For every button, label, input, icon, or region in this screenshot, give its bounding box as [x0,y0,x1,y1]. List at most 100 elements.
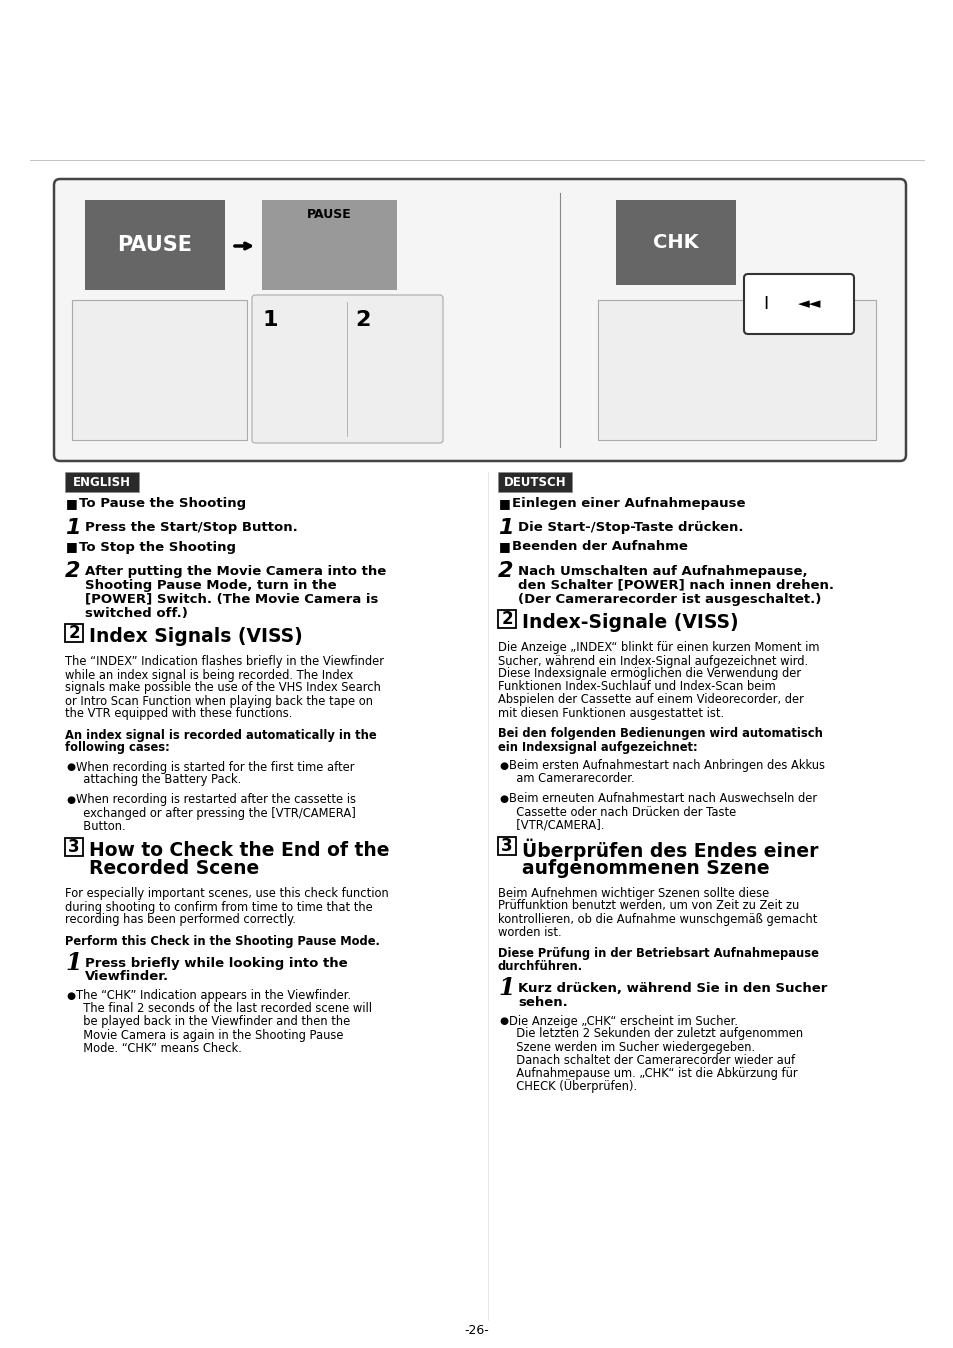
Text: DEUTSCH: DEUTSCH [503,476,566,488]
Text: sehen.: sehen. [517,996,567,1008]
Text: The “CHK” Indication appears in the Viewfinder.: The “CHK” Indication appears in the View… [76,989,351,1003]
Text: Aufnahmepause um. „CHK“ ist die Abkürzung für: Aufnahmepause um. „CHK“ ist die Abkürzun… [509,1066,797,1080]
Text: Press briefly while looking into the: Press briefly while looking into the [85,957,347,969]
Bar [65,838,83,856]
Text: ●: ● [66,762,75,772]
Text: CHECK (Überprüfen).: CHECK (Überprüfen). [509,1078,637,1093]
Text: switched off.): switched off.) [85,607,188,620]
Bar [262,200,396,290]
Text: When recording is started for the first time after: When recording is started for the first … [76,760,355,774]
Text: The “INDEX” Indication flashes briefly in the Viewfinder: The “INDEX” Indication flashes briefly i… [65,655,384,669]
Text: worden ist.: worden ist. [497,926,561,938]
Bar [85,200,225,290]
Text: Bei den folgenden Bedienungen wird automatisch: Bei den folgenden Bedienungen wird autom… [497,728,822,740]
Text: durchführen.: durchführen. [497,960,582,972]
Text: ●: ● [66,795,75,805]
Bar [616,200,735,284]
Text: ■: ■ [498,497,510,511]
Text: ●: ● [498,762,507,771]
Text: signals make possible the use of the VHS Index Search: signals make possible the use of the VHS… [65,682,380,694]
Text: den Schalter [POWER] nach innen drehen.: den Schalter [POWER] nach innen drehen. [517,578,833,592]
Text: Perform this Check in the Shooting Pause Mode.: Perform this Check in the Shooting Pause… [65,934,379,948]
Text: After putting the Movie Camera into the: After putting the Movie Camera into the [85,565,386,577]
Text: Nach Umschalten auf Aufnahmepause,: Nach Umschalten auf Aufnahmepause, [517,565,807,577]
Bar [65,472,139,492]
Text: An index signal is recorded automatically in the: An index signal is recorded automaticall… [65,728,376,741]
Text: I: I [762,295,768,313]
FancyBboxPatch shape [743,274,853,334]
Text: Beenden der Aufnahme: Beenden der Aufnahme [512,541,687,554]
Text: Button.: Button. [76,820,126,833]
FancyBboxPatch shape [54,179,905,461]
Text: ■: ■ [66,541,77,554]
Text: 1: 1 [497,518,513,538]
Bar [497,472,572,492]
Text: Beim Aufnehmen wichtiger Szenen sollte diese: Beim Aufnehmen wichtiger Szenen sollte d… [497,887,768,899]
Text: Die Anzeige „INDEX“ blinkt für einen kurzen Moment im: Die Anzeige „INDEX“ blinkt für einen kur… [497,642,819,655]
Text: Mode. “CHK” means Check.: Mode. “CHK” means Check. [76,1042,242,1054]
Text: exchanged or after pressing the [VTR/CAMERA]: exchanged or after pressing the [VTR/CAM… [76,806,355,820]
Text: Index-Signale (VISS): Index-Signale (VISS) [521,613,738,632]
Text: Die letzten 2 Sekunden der zuletzt aufgenommen: Die letzten 2 Sekunden der zuletzt aufge… [509,1027,802,1041]
Bar [497,837,516,855]
Text: Shooting Pause Mode, turn in the: Shooting Pause Mode, turn in the [85,578,336,592]
Text: ●: ● [498,1016,507,1026]
Text: Movie Camera is again in the Shooting Pause: Movie Camera is again in the Shooting Pa… [76,1029,343,1042]
Text: 1: 1 [497,976,514,1000]
Text: (Der Camerarecorder ist ausgeschaltet.): (Der Camerarecorder ist ausgeschaltet.) [517,593,821,605]
Text: 1: 1 [65,950,81,975]
Text: Einlegen einer Aufnahmepause: Einlegen einer Aufnahmepause [512,497,744,511]
Text: Diese Prüfung in der Betriebsart Aufnahmepause: Diese Prüfung in der Betriebsart Aufnahm… [497,946,818,960]
Text: How to Check the End of the: How to Check the End of the [89,841,389,860]
Text: be played back in the Viewfinder and then the: be played back in the Viewfinder and the… [76,1015,350,1029]
Text: Diese Indexsignale ermöglichen die Verwendung der: Diese Indexsignale ermöglichen die Verwe… [497,667,801,681]
Text: Beim ersten Aufnahmestart nach Anbringen des Akkus: Beim ersten Aufnahmestart nach Anbringen… [509,759,824,772]
Text: CHK: CHK [653,233,699,252]
Text: The final 2 seconds of the last recorded scene will: The final 2 seconds of the last recorded… [76,1003,372,1015]
Bar [598,301,875,439]
Text: ein Indexsignal aufgezeichnet:: ein Indexsignal aufgezeichnet: [497,740,697,754]
Text: or Intro Scan Function when playing back the tape on: or Intro Scan Function when playing back… [65,694,373,708]
Text: Überprüfen des Endes einer: Überprüfen des Endes einer [521,838,818,861]
Text: Die Start-/Stop-Taste drücken.: Die Start-/Stop-Taste drücken. [517,522,742,535]
Text: ●: ● [498,794,507,803]
Text: kontrollieren, ob die Aufnahme wunschgemäß gemacht: kontrollieren, ob die Aufnahme wunschgem… [497,913,817,926]
Text: attaching the Battery Pack.: attaching the Battery Pack. [76,774,241,786]
Text: 1: 1 [263,310,278,330]
FancyBboxPatch shape [252,295,442,443]
Text: Beim erneuten Aufnahmestart nach Auswechseln der: Beim erneuten Aufnahmestart nach Auswech… [509,793,817,806]
Text: during shooting to confirm from time to time that the: during shooting to confirm from time to … [65,900,373,914]
Text: PAUSE: PAUSE [117,235,193,255]
Text: When recording is restarted after the cassette is: When recording is restarted after the ca… [76,794,355,806]
Text: Kurz drücken, während Sie in den Sucher: Kurz drücken, während Sie in den Sucher [517,981,826,995]
Bar [71,301,247,439]
Text: ◄◄: ◄◄ [798,297,821,311]
Text: 2: 2 [355,310,371,330]
Text: Index Signals (VISS): Index Signals (VISS) [89,628,302,647]
Text: Danach schaltet der Camerarecorder wieder auf: Danach schaltet der Camerarecorder wiede… [509,1054,794,1066]
Text: recording has been performed correctly.: recording has been performed correctly. [65,914,295,926]
Text: Sucher, während ein Index-Signal aufgezeichnet wird.: Sucher, während ein Index-Signal aufgeze… [497,655,807,667]
Text: Cassette oder nach Drücken der Taste: Cassette oder nach Drücken der Taste [509,806,736,818]
Text: Viewfinder.: Viewfinder. [85,971,169,984]
Text: Szene werden im Sucher wiedergegeben.: Szene werden im Sucher wiedergegeben. [509,1041,755,1054]
Text: Recorded Scene: Recorded Scene [89,860,259,879]
Text: aufgenommenen Szene: aufgenommenen Szene [521,859,769,878]
Text: Funktionen Index-Suchlauf und Index-Scan beim: Funktionen Index-Suchlauf und Index-Scan… [497,681,775,693]
Text: For especially important scenes, use this check function: For especially important scenes, use thi… [65,887,388,900]
Text: -26-: -26- [464,1324,489,1336]
Text: Die Anzeige „CHK“ erscheint im Sucher.: Die Anzeige „CHK“ erscheint im Sucher. [509,1015,738,1027]
Text: 3: 3 [68,838,80,856]
Text: 2: 2 [500,611,513,628]
Text: 2: 2 [65,561,80,581]
Text: ■: ■ [66,497,77,511]
Text: the VTR equipped with these functions.: the VTR equipped with these functions. [65,708,292,720]
Text: am Camerarecorder.: am Camerarecorder. [509,772,634,786]
Text: [POWER] Switch. (The Movie Camera is: [POWER] Switch. (The Movie Camera is [85,593,378,605]
Text: Prüffunktion benutzt werden, um von Zeit zu Zeit zu: Prüffunktion benutzt werden, um von Zeit… [497,899,799,913]
Text: 2: 2 [497,561,513,581]
Text: 2: 2 [68,624,80,642]
Text: Press the Start/Stop Button.: Press the Start/Stop Button. [85,522,297,535]
Text: following cases:: following cases: [65,741,170,755]
Text: 1: 1 [65,518,80,538]
